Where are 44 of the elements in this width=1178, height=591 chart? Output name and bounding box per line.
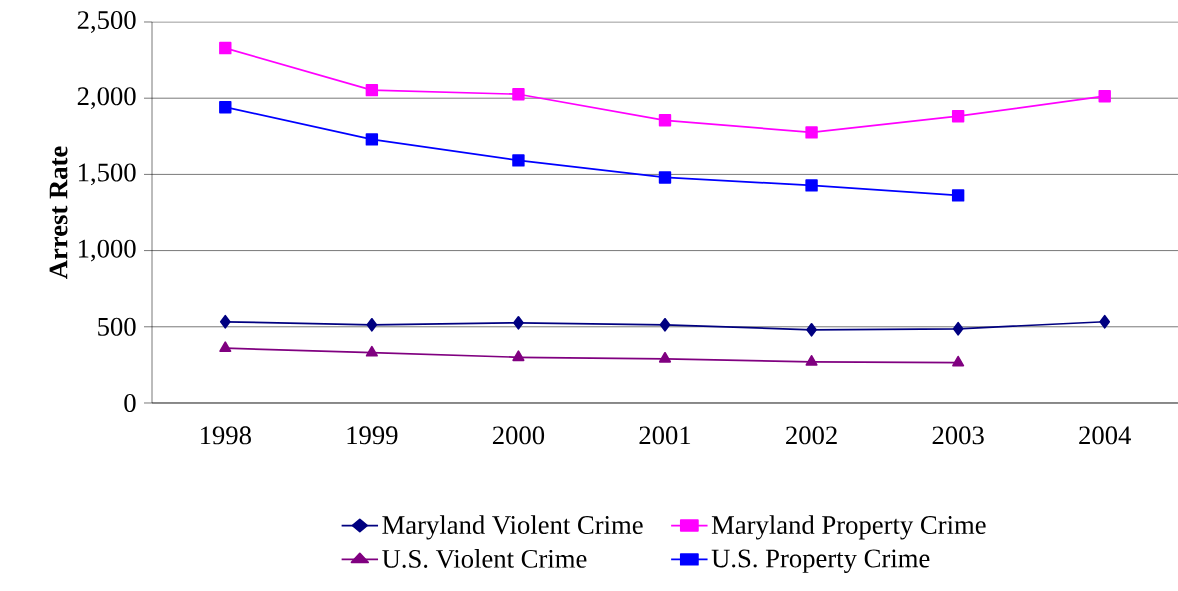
point [512, 350, 525, 362]
x-tick-label: 2001 [639, 426, 691, 445]
point [952, 355, 965, 367]
point [658, 171, 672, 184]
point [219, 100, 232, 114]
point [512, 154, 525, 167]
x-tick-label: 2000 [492, 426, 545, 445]
x-tick-label: 2002 [786, 426, 837, 445]
point [805, 126, 818, 139]
point [659, 317, 671, 332]
y-tick-label: 500 [98, 317, 136, 336]
point [219, 41, 232, 55]
x-tick-label: 2004 [1079, 426, 1131, 445]
point [658, 351, 672, 363]
point [951, 189, 965, 202]
x-tick-label: 1998 [200, 426, 251, 445]
point [513, 315, 524, 330]
point [805, 354, 818, 366]
point [365, 83, 379, 97]
legend-label: Maryland Violent Crime [382, 515, 643, 540]
point [952, 321, 964, 336]
point [1099, 314, 1111, 329]
y-tick-label: 0 [124, 393, 136, 412]
y-tick-label: 1,500 [78, 163, 136, 186]
point [219, 341, 232, 352]
legend-label: U.S. Violent Crime [382, 549, 587, 568]
y-tick-label: 1,000 [78, 239, 136, 262]
point [219, 314, 231, 329]
point [365, 345, 378, 357]
point [805, 179, 818, 192]
point [365, 133, 379, 146]
y-tick-label: 2,500 [77, 11, 136, 33]
y-tick-label: 2,000 [77, 87, 136, 110]
legend-label: Maryland Property Crime [711, 515, 986, 540]
point [1098, 90, 1111, 103]
point [512, 88, 525, 101]
point [951, 109, 965, 123]
legend-label: U.S. Property Crime [711, 549, 930, 573]
point [806, 322, 817, 337]
point [366, 317, 378, 332]
point [658, 114, 672, 127]
x-tick-label: 1999 [347, 426, 398, 445]
x-tick-label: 2003 [932, 426, 984, 445]
y-axis-title: Arrest Rate [49, 146, 68, 279]
